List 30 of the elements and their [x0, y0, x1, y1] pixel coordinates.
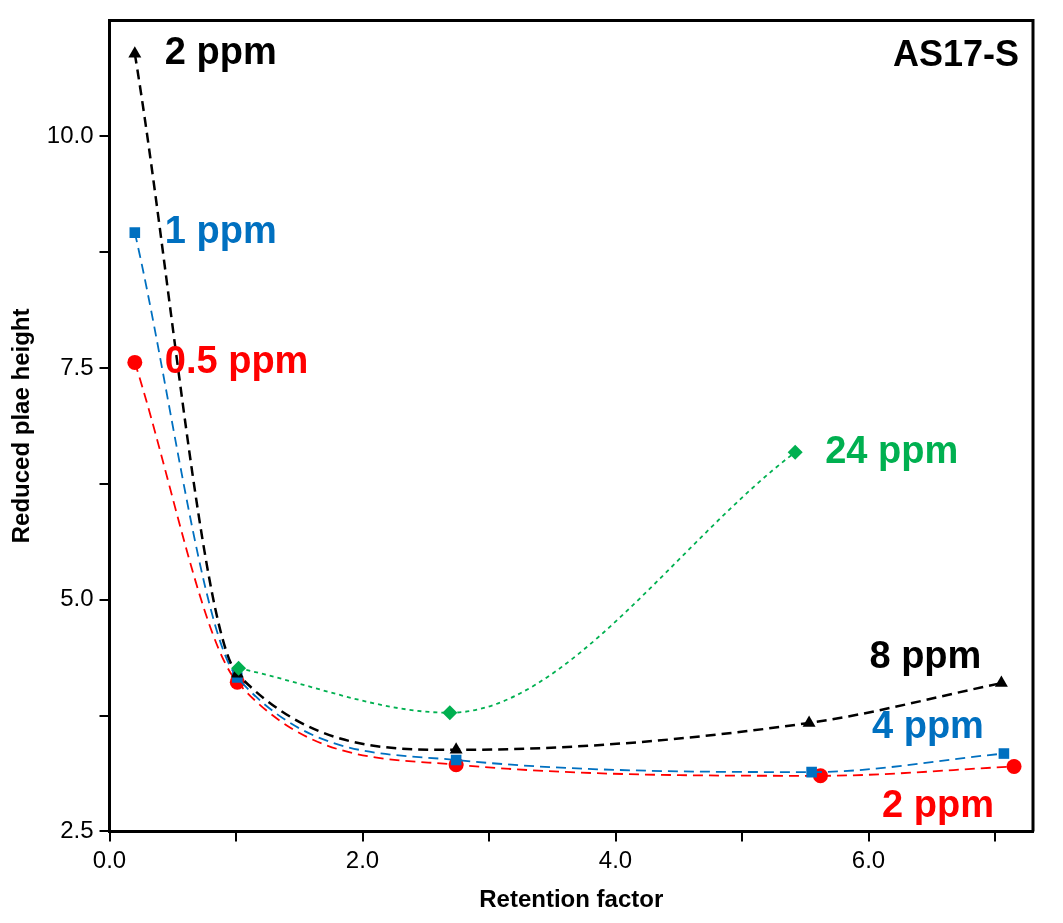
- point: [128, 46, 142, 58]
- chart-title: AS17-S: [892, 33, 1019, 75]
- point: [806, 766, 817, 778]
- annotation: 24 ppm: [825, 428, 959, 471]
- point: [129, 227, 141, 238]
- y-tick-label: 10.0: [46, 120, 94, 148]
- annotation: 4 ppm: [872, 704, 984, 747]
- point: [231, 660, 247, 676]
- x-tick-label: 2.0: [345, 846, 380, 874]
- y-tick-label: 5.0: [60, 584, 94, 612]
- x-tick-label: 0.0: [92, 846, 127, 874]
- x-axis-title: Retention factor: [479, 885, 664, 913]
- point: [998, 748, 1010, 759]
- annotation: 8 ppm: [869, 633, 982, 676]
- point: [449, 742, 463, 754]
- point: [127, 354, 143, 370]
- annotation: 2 ppm: [164, 30, 277, 73]
- annotation: 0.5 ppm: [164, 338, 309, 381]
- point: [787, 444, 803, 460]
- x-tick-label: 4.0: [598, 846, 633, 874]
- point: [802, 715, 816, 727]
- y-tick-label: 2.5: [60, 816, 94, 844]
- x-tick-label: 6.0: [851, 846, 886, 874]
- point: [994, 675, 1008, 687]
- point: [442, 705, 458, 721]
- point: [1006, 759, 1022, 775]
- annotation: 1 ppm: [164, 209, 277, 252]
- y-tick-label: 7.5: [60, 352, 94, 380]
- annotation: 2 ppm: [882, 783, 995, 825]
- y-axis-title: Reduced plae height: [7, 308, 35, 544]
